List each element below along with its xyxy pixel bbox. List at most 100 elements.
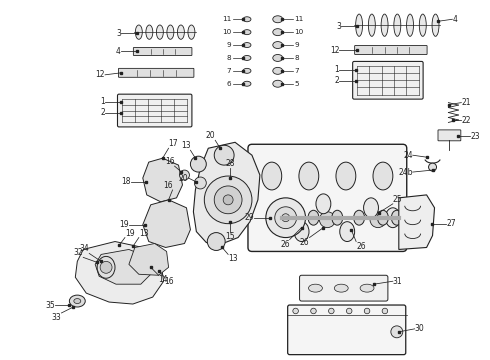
Ellipse shape (262, 162, 282, 190)
Polygon shape (143, 158, 182, 202)
FancyBboxPatch shape (248, 144, 407, 251)
Circle shape (364, 308, 370, 314)
Ellipse shape (377, 210, 389, 225)
Ellipse shape (392, 210, 402, 225)
Text: 22: 22 (461, 116, 471, 125)
Ellipse shape (243, 42, 251, 48)
Circle shape (207, 233, 225, 251)
Text: 21: 21 (461, 98, 471, 107)
Text: 31: 31 (393, 277, 402, 286)
Ellipse shape (316, 194, 331, 214)
Text: 30: 30 (415, 324, 424, 333)
Ellipse shape (381, 14, 388, 36)
Text: 34: 34 (79, 244, 89, 253)
FancyBboxPatch shape (133, 48, 192, 55)
Text: 18: 18 (122, 177, 131, 186)
Text: 4: 4 (452, 15, 457, 24)
Text: 26: 26 (280, 239, 290, 248)
Ellipse shape (294, 222, 309, 242)
Text: 26: 26 (300, 238, 310, 247)
Ellipse shape (407, 14, 414, 36)
Circle shape (329, 308, 334, 314)
FancyBboxPatch shape (118, 94, 192, 127)
Polygon shape (143, 200, 191, 247)
Circle shape (195, 177, 206, 189)
FancyBboxPatch shape (438, 130, 461, 141)
Ellipse shape (386, 208, 400, 228)
Ellipse shape (273, 80, 283, 87)
FancyBboxPatch shape (288, 305, 406, 355)
Text: 16: 16 (165, 157, 174, 166)
Text: 2: 2 (100, 108, 105, 117)
Text: 14: 14 (159, 275, 168, 284)
Polygon shape (194, 142, 260, 244)
Circle shape (391, 326, 403, 338)
Text: 10: 10 (294, 29, 304, 35)
Ellipse shape (243, 55, 251, 60)
Circle shape (346, 308, 352, 314)
Text: 12: 12 (96, 70, 105, 79)
Text: 9: 9 (226, 42, 231, 48)
Circle shape (214, 145, 234, 165)
Ellipse shape (332, 210, 343, 225)
Text: 7: 7 (294, 68, 299, 74)
Text: 3: 3 (336, 22, 341, 31)
Ellipse shape (364, 198, 378, 218)
Circle shape (382, 308, 388, 314)
Circle shape (319, 212, 335, 228)
Ellipse shape (368, 14, 375, 36)
Text: 35: 35 (46, 301, 55, 310)
Text: 16: 16 (163, 181, 172, 190)
Text: 11: 11 (222, 16, 231, 22)
Ellipse shape (354, 210, 365, 225)
Ellipse shape (146, 25, 153, 39)
Ellipse shape (336, 162, 356, 190)
FancyBboxPatch shape (355, 46, 427, 54)
Text: 12: 12 (330, 45, 339, 54)
Circle shape (370, 212, 386, 228)
Polygon shape (75, 242, 164, 304)
Text: 27: 27 (446, 219, 456, 228)
Text: 32: 32 (74, 248, 83, 257)
FancyBboxPatch shape (299, 275, 388, 301)
Ellipse shape (243, 30, 251, 35)
Text: 11: 11 (294, 16, 304, 22)
Ellipse shape (74, 298, 81, 303)
Text: 13: 13 (139, 229, 148, 238)
Ellipse shape (308, 210, 319, 225)
Text: 25: 25 (393, 195, 402, 204)
Ellipse shape (299, 162, 319, 190)
Text: 6: 6 (226, 81, 231, 87)
Circle shape (275, 207, 296, 229)
Ellipse shape (273, 16, 283, 23)
Ellipse shape (135, 25, 142, 39)
Circle shape (223, 195, 233, 205)
Ellipse shape (340, 222, 355, 242)
Ellipse shape (419, 14, 426, 36)
Circle shape (429, 163, 437, 171)
Circle shape (100, 261, 112, 273)
Text: 10: 10 (222, 29, 231, 35)
Ellipse shape (188, 25, 195, 39)
Text: 13: 13 (228, 255, 238, 264)
Ellipse shape (334, 284, 348, 292)
Text: 20: 20 (206, 131, 215, 140)
Circle shape (269, 212, 285, 228)
Ellipse shape (273, 54, 283, 62)
Ellipse shape (360, 284, 374, 292)
Text: 16: 16 (165, 277, 174, 286)
Text: 3: 3 (116, 29, 121, 38)
Ellipse shape (243, 68, 251, 73)
Ellipse shape (70, 295, 85, 307)
Ellipse shape (373, 162, 393, 190)
Ellipse shape (356, 14, 363, 36)
Text: 24b: 24b (398, 167, 413, 176)
Text: 8: 8 (294, 55, 299, 61)
Text: 15: 15 (225, 231, 235, 240)
Circle shape (266, 198, 306, 238)
Text: 2: 2 (335, 76, 339, 85)
Ellipse shape (177, 25, 184, 39)
Circle shape (282, 214, 290, 222)
Ellipse shape (156, 25, 163, 39)
Circle shape (293, 308, 298, 314)
